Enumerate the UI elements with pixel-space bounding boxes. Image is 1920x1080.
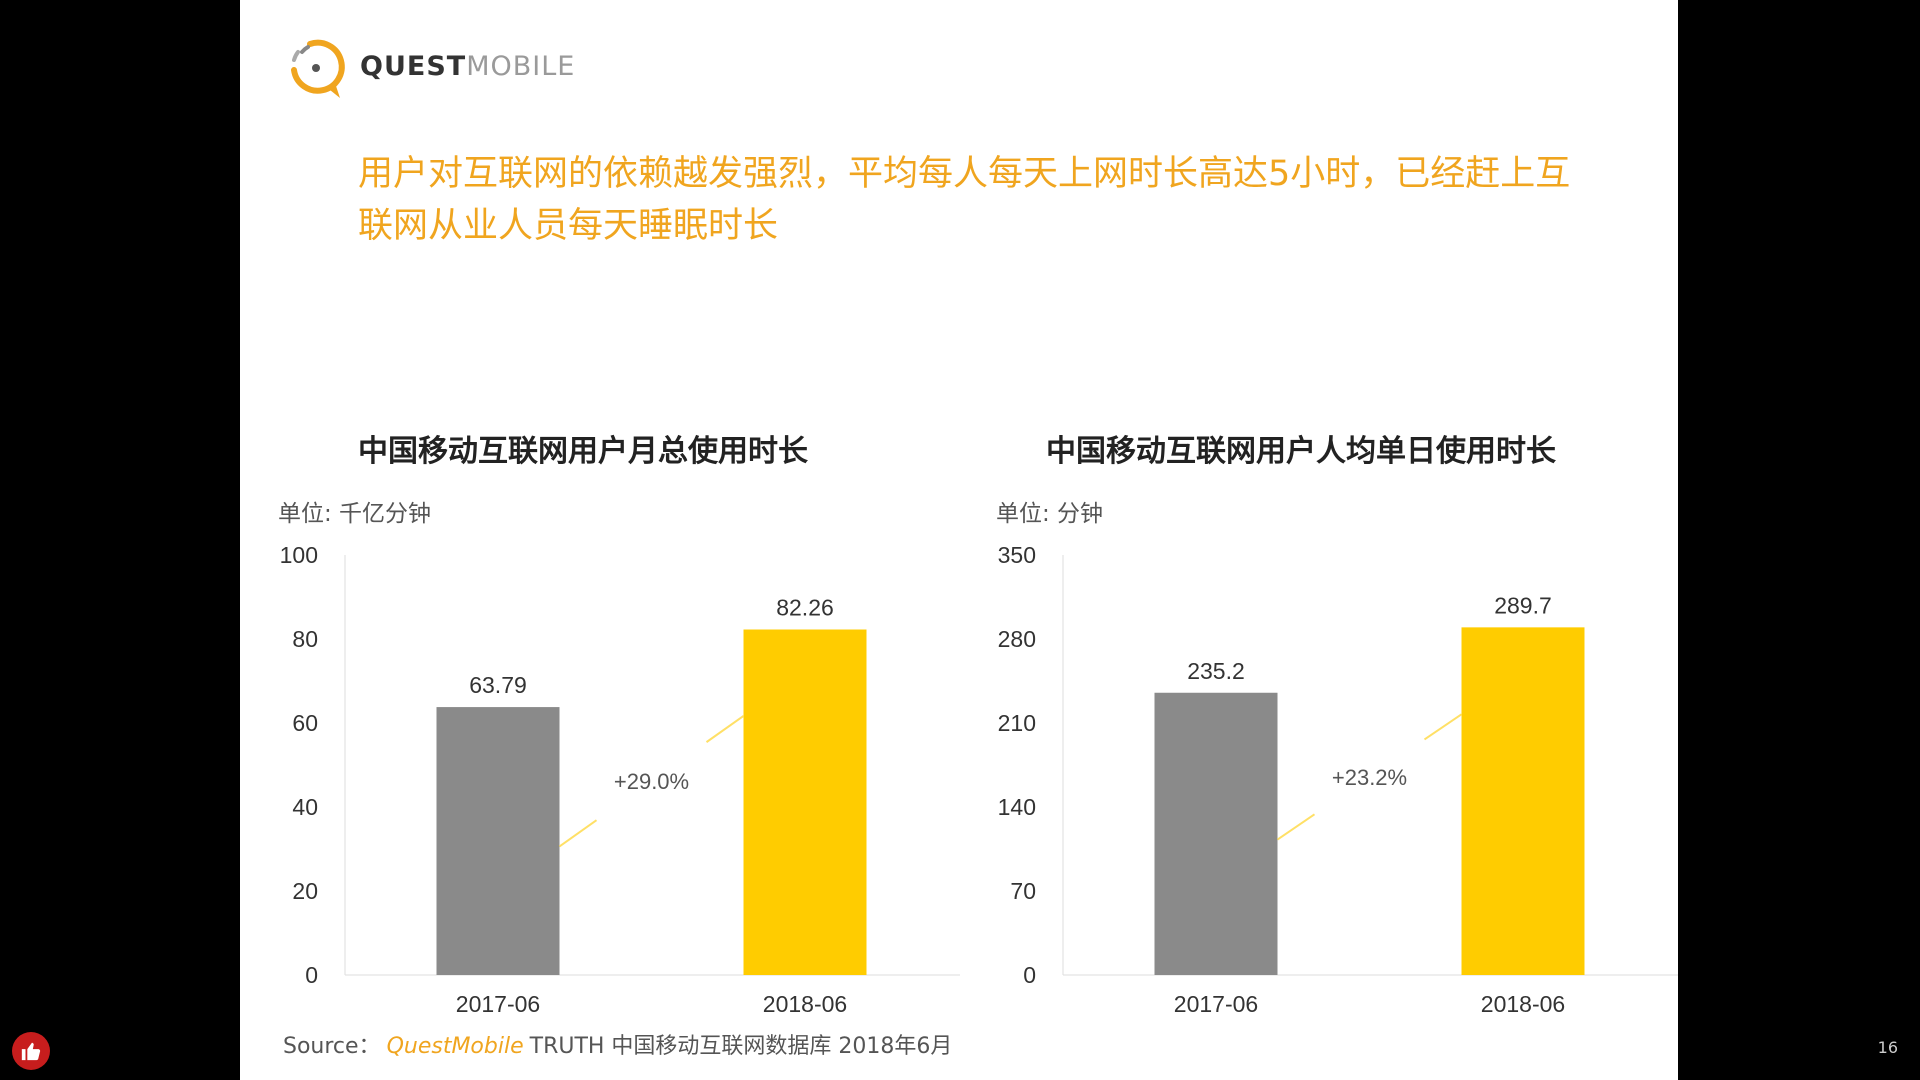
bar (1154, 692, 1278, 975)
questmobile-logo: QUESTMOBILE (280, 30, 575, 102)
questmobile-logo-icon (291, 39, 345, 98)
headline: 用户对互联网的依赖越发强烈，平均每人每天上网时长高达5小时，已经赶上互联网从业人… (358, 154, 1571, 246)
bar-value-label: 82.26 (776, 595, 834, 621)
y-tick-label: 70 (1010, 878, 1036, 904)
x-tick-label: 2018-06 (1481, 991, 1565, 1017)
bar (743, 629, 867, 975)
growth-line (558, 819, 598, 848)
y-tick-label: 140 (998, 794, 1036, 820)
growth-line (1423, 713, 1463, 741)
y-tick-label: 280 (998, 626, 1036, 652)
x-tick-label: 2018-06 (763, 991, 847, 1017)
source-prefix: Source： (283, 1034, 381, 1059)
x-tick-label: 2017-06 (456, 991, 540, 1017)
growth-label: +23.2% (1332, 765, 1407, 790)
bar (436, 707, 560, 975)
logo-mobile: MOBILE (466, 50, 576, 82)
y-tick-label: 80 (292, 626, 318, 652)
chart-plot: 0 70 140 210 280 350 235.2 2017-06 289.7 2018-06 +… (998, 542, 1678, 1017)
y-tick-label: 40 (292, 794, 318, 820)
y-tick-label: 0 (1023, 962, 1036, 988)
source-text: TRUTH 中国移动互联网数据库 2018年6月 (529, 1034, 953, 1059)
growth-line (705, 715, 745, 743)
bar-value-label: 63.79 (469, 672, 527, 698)
x-tick-label: 2017-06 (1174, 991, 1258, 1017)
y-tick-label: 210 (998, 710, 1036, 736)
y-tick-label: 20 (292, 878, 318, 904)
y-tick-label: 100 (280, 542, 318, 568)
bar-value-label: 235.2 (1187, 658, 1245, 684)
growth-label: +29.0% (614, 769, 689, 794)
page-number: 16 (1877, 1038, 1898, 1057)
y-tick-label: 0 (305, 962, 318, 988)
slide: QUESTMOBILE 用户对互联网的依赖越发强烈，平均每人每天上网时长高达5小… (240, 0, 1678, 1080)
thumbs-up-icon (21, 1042, 41, 1061)
bar (1461, 627, 1585, 975)
chart-unit: 单位: 分钟 (996, 501, 1104, 527)
chart-unit: 单位: 千亿分钟 (278, 501, 432, 527)
logo-wordmark: QUESTMOBILE (360, 51, 575, 82)
chart-plot: 0 20 40 60 80 100 63.79 2017-06 82.26 2018-06 +29.… (280, 542, 960, 1017)
chart-monthly-total-usage: 中国移动互联网用户月总使用时长 单位: 千亿分钟 0 20 40 60 80 100 63.… (240, 420, 960, 1020)
logo-quest: QUEST (360, 50, 467, 82)
source-note: Source： QuestMobile TRUTH 中国移动互联网数据库 2018年… (283, 1028, 952, 1060)
chart-title: 中国移动互联网用户月总使用时长 (358, 434, 808, 469)
chart-title: 中国移动互联网用户人均单日使用时长 (1046, 434, 1556, 469)
growth-line (1276, 813, 1316, 841)
source-brand: QuestMobile (386, 1034, 524, 1059)
bar-value-label: 289.7 (1494, 592, 1552, 618)
y-tick-label: 60 (292, 710, 318, 736)
chart-daily-per-capita-usage: 中国移动互联网用户人均单日使用时长 单位: 分钟 0 70 140 210 280 350… (958, 420, 1678, 1020)
like-button[interactable] (12, 1032, 50, 1070)
y-tick-label: 350 (998, 542, 1036, 568)
